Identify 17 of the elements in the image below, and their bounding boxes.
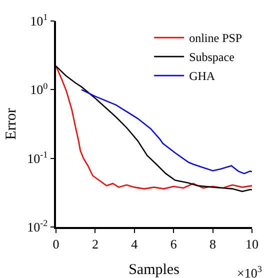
y-tick-label: 10$^{-2}$ — [27, 218, 48, 235]
x-tick-label: 8 — [210, 236, 216, 252]
y-axis-title: Error — [4, 108, 20, 140]
x-axis-title: Samples — [128, 262, 180, 278]
x-tick-label: 4 — [131, 236, 138, 252]
y-tick-label: 10$^{-1}$ — [27, 149, 48, 166]
x-tick-label: 10 — [246, 236, 258, 252]
legend-label: GHA — [189, 69, 216, 84]
line-series — [80, 89, 252, 174]
legend-label: Subspace — [189, 50, 234, 64]
x-tick-label: 6 — [170, 236, 178, 252]
y-tick-label: 10$^{0}$ — [30, 80, 48, 98]
x-tick-label: 2 — [92, 236, 98, 252]
legend-label: online PSP — [189, 31, 242, 46]
y-tick-label: 10$^{1}$ — [30, 12, 48, 29]
text: ×10$^{3}$ — [237, 264, 262, 278]
x-tick-label: 0 — [52, 236, 60, 252]
